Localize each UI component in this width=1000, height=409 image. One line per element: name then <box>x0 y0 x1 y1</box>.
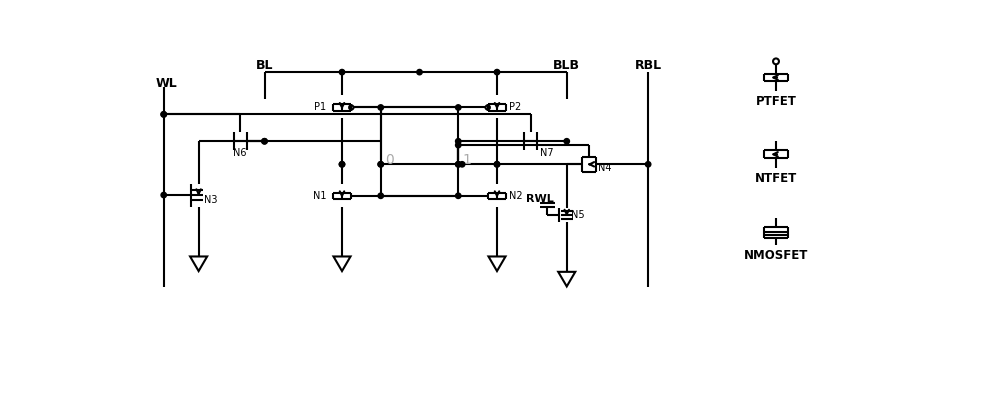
Text: N4: N4 <box>598 163 611 173</box>
Text: 0: 0 <box>385 153 393 167</box>
Text: BLB: BLB <box>553 59 580 72</box>
Circle shape <box>378 105 383 110</box>
Circle shape <box>456 139 461 144</box>
Circle shape <box>161 192 166 198</box>
Circle shape <box>262 139 267 144</box>
Circle shape <box>494 162 500 167</box>
Circle shape <box>459 162 465 167</box>
Circle shape <box>339 70 345 75</box>
Text: RBL: RBL <box>635 59 662 72</box>
Text: NMOSFET: NMOSFET <box>744 249 808 262</box>
Circle shape <box>494 70 500 75</box>
Circle shape <box>161 112 166 117</box>
Text: N1: N1 <box>313 191 326 201</box>
Text: N3: N3 <box>204 196 218 205</box>
Text: N5: N5 <box>571 210 584 220</box>
Circle shape <box>645 162 651 167</box>
Text: NTFET: NTFET <box>755 172 797 185</box>
Circle shape <box>456 162 461 167</box>
Circle shape <box>378 162 383 167</box>
Circle shape <box>494 162 500 167</box>
Circle shape <box>456 142 461 148</box>
Text: P2: P2 <box>509 103 522 112</box>
Circle shape <box>417 70 422 75</box>
Text: N7: N7 <box>540 148 553 158</box>
Text: N6: N6 <box>233 148 247 158</box>
Circle shape <box>456 105 461 110</box>
Text: WL: WL <box>156 77 178 90</box>
Text: 1: 1 <box>462 153 471 167</box>
Circle shape <box>456 162 461 167</box>
Text: PTFET: PTFET <box>756 95 796 108</box>
Circle shape <box>339 162 345 167</box>
Circle shape <box>456 193 461 198</box>
Text: P1: P1 <box>314 103 326 112</box>
Circle shape <box>378 193 383 198</box>
Circle shape <box>378 162 383 167</box>
Text: BL: BL <box>256 59 273 72</box>
Circle shape <box>161 112 166 117</box>
Circle shape <box>262 139 267 144</box>
Circle shape <box>339 162 345 167</box>
Circle shape <box>564 139 569 144</box>
Text: RWL: RWL <box>526 194 554 204</box>
Text: N2: N2 <box>509 191 523 201</box>
